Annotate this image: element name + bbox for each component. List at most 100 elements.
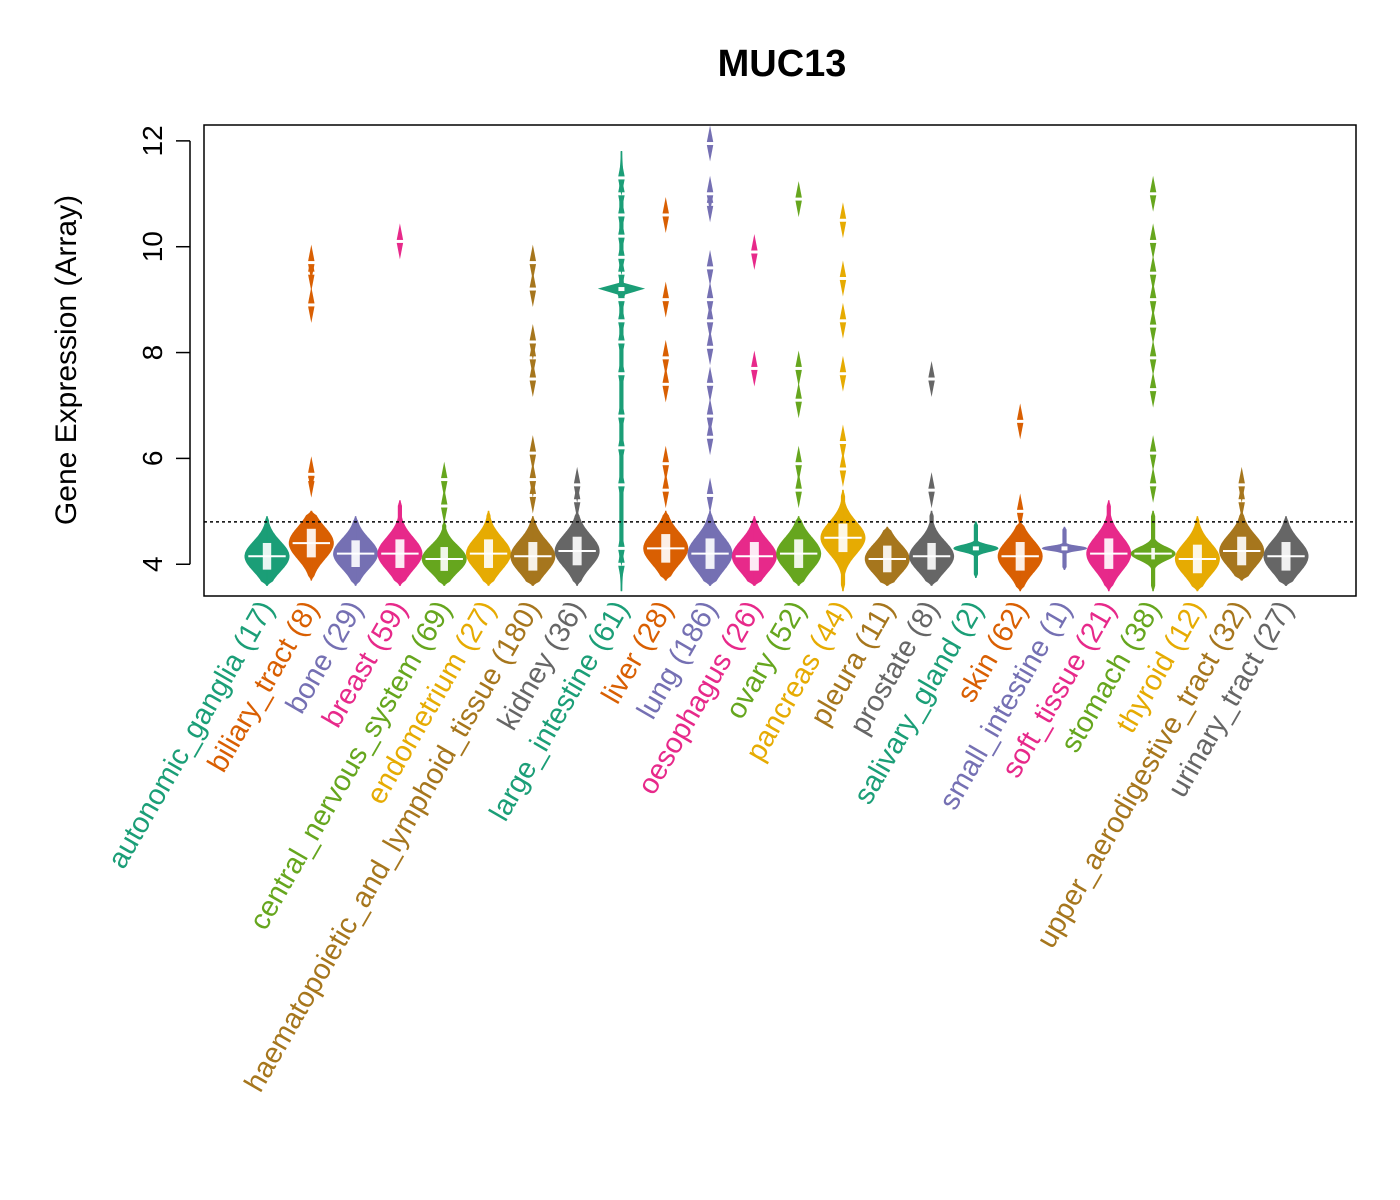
outlier-point: [661, 213, 670, 217]
violin-central_nervous_system: [421, 461, 467, 586]
outlier-point: [528, 478, 537, 482]
outlier-point: [617, 546, 626, 550]
chart-title: MUC13: [718, 43, 847, 85]
violin-bone: [333, 516, 379, 586]
violin-stomach: [1130, 175, 1176, 592]
violin-biliary_tract: [288, 244, 334, 581]
outlier-point: [661, 298, 670, 302]
outlier-point: [617, 298, 626, 302]
outlier-point: [838, 319, 847, 323]
outlier-point: [440, 504, 449, 508]
outlier-point: [617, 255, 626, 259]
outlier-point: [307, 472, 316, 476]
violin-small_intestine: [1041, 526, 1088, 570]
violin-pleura: [864, 526, 910, 586]
outlier-point: [661, 382, 670, 386]
outlier-point: [617, 446, 626, 450]
outlier-point: [307, 261, 316, 265]
outlier-point: [1149, 298, 1158, 302]
outlier-point: [661, 462, 670, 466]
outlier-point: [1149, 356, 1158, 360]
violin-large_intestine: [597, 151, 646, 592]
violin-lung: [687, 125, 733, 586]
violin-skin: [997, 403, 1043, 592]
outlier-point: [706, 382, 715, 386]
violin-endometrium: [466, 510, 511, 586]
violin-oesophagus: [731, 234, 777, 586]
outlier-point: [794, 366, 803, 370]
outlier-point: [794, 488, 803, 492]
outlier-point: [706, 493, 715, 497]
violin-urinary_tract: [1263, 516, 1309, 586]
outlier-point: [528, 261, 537, 265]
y-tick-label: 6: [137, 451, 168, 467]
y-tick-label: 4: [137, 556, 168, 572]
outlier-point: [794, 462, 803, 466]
outlier-point: [528, 377, 537, 381]
violin-prostate: [909, 361, 955, 586]
violin-liver: [643, 196, 689, 581]
outlier-point: [750, 250, 759, 254]
outlier-point: [838, 467, 847, 471]
outlier-point: [1016, 419, 1025, 423]
median-mark: [1061, 546, 1068, 551]
violin-soft_tissue: [1086, 500, 1132, 592]
y-tick-label: 12: [137, 125, 168, 156]
outlier-point: [927, 377, 936, 381]
outlier-point: [1149, 483, 1158, 487]
outlier-point: [706, 192, 715, 196]
outlier-point: [706, 298, 715, 302]
violin-ovary: [776, 181, 822, 586]
outlier-point: [661, 488, 670, 492]
violin-thyroid: [1174, 516, 1220, 592]
violin-breast: [377, 223, 423, 586]
outlier-point: [1149, 388, 1158, 392]
y-tick-label: 8: [137, 345, 168, 361]
outlier-point: [927, 488, 936, 492]
outlier-point: [706, 435, 715, 439]
outlier-point: [706, 142, 715, 146]
outlier-point: [1149, 324, 1158, 328]
median-mark: [618, 287, 625, 292]
violin-upper_aerodigestive_tract: [1219, 466, 1265, 581]
outlier-point: [617, 176, 626, 180]
outlier-point: [1149, 192, 1158, 196]
outlier-point: [617, 234, 626, 238]
outlier-point: [1016, 509, 1025, 513]
outlier-point: [617, 340, 626, 344]
outlier-point: [528, 340, 537, 344]
outlier-point: [617, 483, 626, 487]
violin-haematopoietic_and_lymphoid_tissue: [510, 244, 556, 586]
outlier-point: [1237, 483, 1246, 487]
outlier-point: [1149, 451, 1158, 455]
outlier-point: [794, 197, 803, 201]
plot-frame: [203, 124, 1357, 597]
outlier-point: [838, 441, 847, 445]
outlier-point: [528, 451, 537, 455]
outlier-point: [750, 366, 759, 370]
outlier-point: [706, 414, 715, 418]
outlier-point: [661, 356, 670, 360]
outlier-point: [440, 478, 449, 482]
y-axis: 4 6 8 10 12: [137, 125, 191, 572]
violin-salivary_gland: [953, 521, 999, 578]
outlier-point: [1149, 271, 1158, 275]
outlier-point: [706, 319, 715, 323]
outlier-point: [838, 276, 847, 280]
outlier-point: [1149, 239, 1158, 243]
outlier-point: [794, 398, 803, 402]
outlier-point: [838, 372, 847, 376]
outlier-point: [706, 266, 715, 270]
outlier-point: [706, 345, 715, 349]
violin-group: [244, 125, 1309, 592]
median-mark: [972, 546, 979, 551]
outlier-point: [307, 303, 316, 307]
outlier-point: [838, 218, 847, 222]
outlier-point: [573, 483, 582, 487]
violin-pancreas: [820, 202, 866, 592]
y-tick-label: 10: [137, 231, 168, 262]
outlier-point: [617, 372, 626, 376]
outlier-point: [617, 213, 626, 217]
y-axis-label: Gene Expression (Array): [50, 195, 83, 525]
